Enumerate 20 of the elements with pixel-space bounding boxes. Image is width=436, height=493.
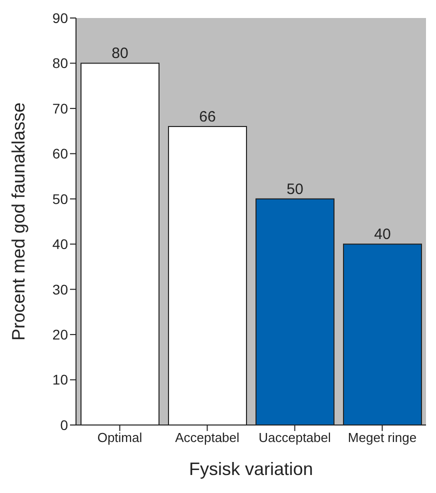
data-label: 40 <box>374 226 391 244</box>
y-tick-label: 80 <box>52 55 68 72</box>
data-label: 80 <box>112 45 128 62</box>
y-tick-label: 40 <box>52 236 68 252</box>
x-tick-label: Uacceptabel <box>258 430 331 446</box>
x-tick-label: Meget ringe <box>348 430 417 446</box>
y-tick-label: 70 <box>52 100 68 116</box>
y-tick-label: 30 <box>52 281 68 298</box>
y-tick-label: 0 <box>60 416 68 433</box>
y-tick-label: 60 <box>52 146 68 162</box>
x-tick-label: Optimal <box>97 430 142 446</box>
y-tick-label: 20 <box>52 326 68 343</box>
y-axis-title: Procent med god faunaklasse <box>8 102 28 341</box>
x-axis-title: Fysisk variation <box>188 459 314 479</box>
x-tick-label: Acceptabel <box>175 430 240 446</box>
y-tick-label: 10 <box>52 372 68 388</box>
data-label: 50 <box>286 180 304 198</box>
y-tick-label: 50 <box>52 190 68 207</box>
data-label: 66 <box>199 108 216 126</box>
y-tick-label: 90 <box>52 10 68 26</box>
